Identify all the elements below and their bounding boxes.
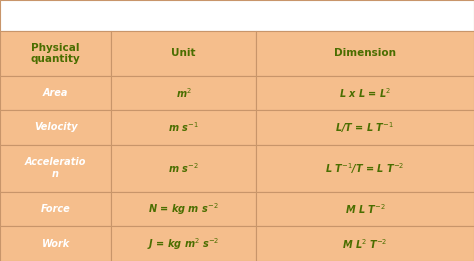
Bar: [0, 110, 111, 145]
Text: J = kg m$^2$ s$^{-2}$: J = kg m$^2$ s$^{-2}$: [147, 236, 220, 252]
Bar: [111, 110, 256, 145]
Bar: [0, 0, 474, 31]
Bar: [111, 76, 256, 110]
Bar: [0, 227, 111, 261]
Text: Unit: Unit: [172, 48, 196, 58]
Bar: [111, 145, 256, 192]
Text: M L T$^{-2}$: M L T$^{-2}$: [345, 202, 385, 216]
Text: Force: Force: [41, 204, 71, 214]
Bar: [111, 31, 256, 76]
Bar: [256, 145, 474, 192]
Text: Acceleratio
n: Acceleratio n: [25, 157, 86, 179]
Text: L/T = L T$^{-1}$: L/T = L T$^{-1}$: [336, 120, 394, 135]
Text: m$^2$: m$^2$: [176, 86, 191, 100]
Bar: [256, 227, 474, 261]
Bar: [256, 76, 474, 110]
Text: Work: Work: [42, 239, 70, 249]
Bar: [256, 31, 474, 76]
Text: M L$^2$ T$^{-2}$: M L$^2$ T$^{-2}$: [342, 237, 388, 251]
Bar: [256, 192, 474, 227]
Bar: [111, 227, 256, 261]
Text: Physical
quantity: Physical quantity: [31, 43, 81, 64]
Text: m s$^{-1}$: m s$^{-1}$: [168, 121, 199, 134]
Text: Velocity: Velocity: [34, 122, 78, 132]
Bar: [0, 31, 111, 76]
Text: Area: Area: [43, 88, 68, 98]
Bar: [0, 76, 111, 110]
Text: Dimension: Dimension: [334, 48, 396, 58]
Text: N = kg m s$^{-2}$: N = kg m s$^{-2}$: [148, 201, 219, 217]
Text: m s$^{-2}$: m s$^{-2}$: [168, 161, 199, 175]
Bar: [256, 110, 474, 145]
Bar: [111, 192, 256, 227]
Text: L T$^{-1}$/T = L T$^{-2}$: L T$^{-1}$/T = L T$^{-2}$: [325, 161, 405, 176]
Bar: [0, 192, 111, 227]
Bar: [0, 145, 111, 192]
Text: L x L = L$^2$: L x L = L$^2$: [339, 86, 391, 100]
